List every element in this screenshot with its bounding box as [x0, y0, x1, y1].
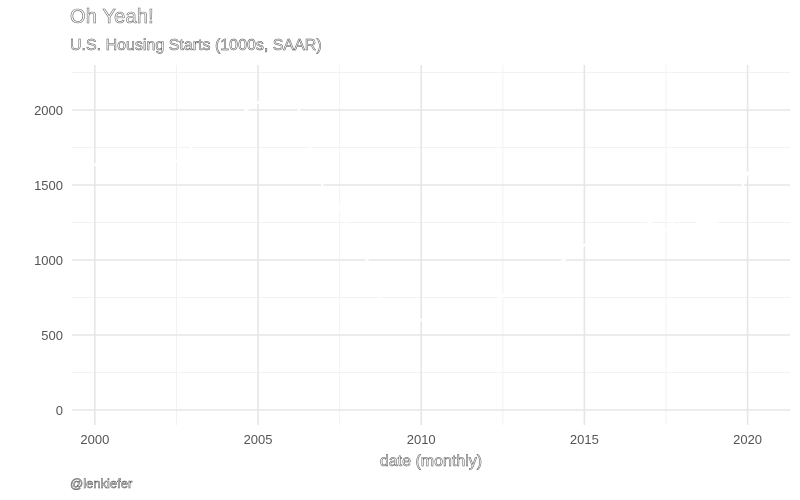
data-point — [648, 221, 651, 224]
y-tick-label: 0 — [56, 403, 63, 418]
data-point — [305, 138, 309, 142]
major-gridlines — [72, 65, 790, 425]
data-point — [615, 236, 619, 239]
data-point — [142, 165, 146, 169]
data-point — [175, 159, 178, 163]
data-point — [713, 221, 717, 224]
minor-gridlines — [72, 65, 790, 425]
data-point — [191, 144, 195, 148]
x-axis-title: date (monthly) — [380, 453, 482, 470]
data-point — [93, 163, 97, 166]
data-point — [240, 111, 244, 115]
x-tick-label: 2005 — [244, 432, 273, 447]
data-point — [729, 213, 733, 217]
y-tick-label: 1000 — [34, 253, 63, 268]
x-tick-label: 2020 — [733, 432, 762, 447]
data-point — [109, 168, 113, 172]
y-tick-label: 2000 — [34, 103, 63, 118]
data-point — [322, 186, 325, 190]
data-point — [158, 153, 162, 157]
data-point — [681, 210, 684, 214]
data-point — [485, 303, 488, 307]
data-point — [370, 264, 374, 268]
data-point — [436, 321, 439, 325]
y-tick-label: 1500 — [34, 178, 63, 193]
data-point — [289, 78, 292, 82]
x-axis-tick-labels: 2000 2005 2010 2015 2020 — [80, 432, 762, 447]
data-point — [697, 221, 700, 224]
data-point — [126, 168, 129, 172]
chart-caption: @lenkiefer — [70, 476, 133, 491]
data-point — [256, 101, 260, 104]
chart-title: Oh Yeah! — [70, 6, 154, 29]
data-point — [599, 236, 603, 239]
y-axis-tick-labels: 0 500 1000 1500 2000 — [34, 103, 63, 418]
data-point — [583, 243, 586, 247]
data-point — [224, 123, 227, 127]
x-tick-label: 2015 — [570, 432, 599, 447]
data-point — [534, 276, 537, 280]
data-point — [452, 324, 456, 328]
data-point — [273, 99, 276, 103]
data-point — [387, 326, 390, 329]
data-point — [207, 131, 211, 134]
data-point — [419, 318, 423, 322]
data-point — [501, 294, 505, 298]
data-point — [550, 266, 554, 269]
x-tick-label: 2000 — [80, 432, 109, 447]
y-tick-label: 500 — [41, 328, 63, 343]
data-point — [354, 246, 358, 250]
x-tick-label: 2010 — [407, 432, 436, 447]
data-point — [338, 206, 341, 209]
data-point — [403, 320, 407, 323]
chart-subtitle: U.S. Housing Starts (1000s, SAAR) — [70, 37, 322, 55]
data-point — [664, 228, 668, 232]
series-layer — [93, 78, 749, 329]
data-point — [468, 318, 472, 322]
data-point — [566, 255, 570, 259]
data-point — [746, 171, 749, 175]
data-point — [517, 273, 521, 277]
data-point — [632, 228, 635, 232]
